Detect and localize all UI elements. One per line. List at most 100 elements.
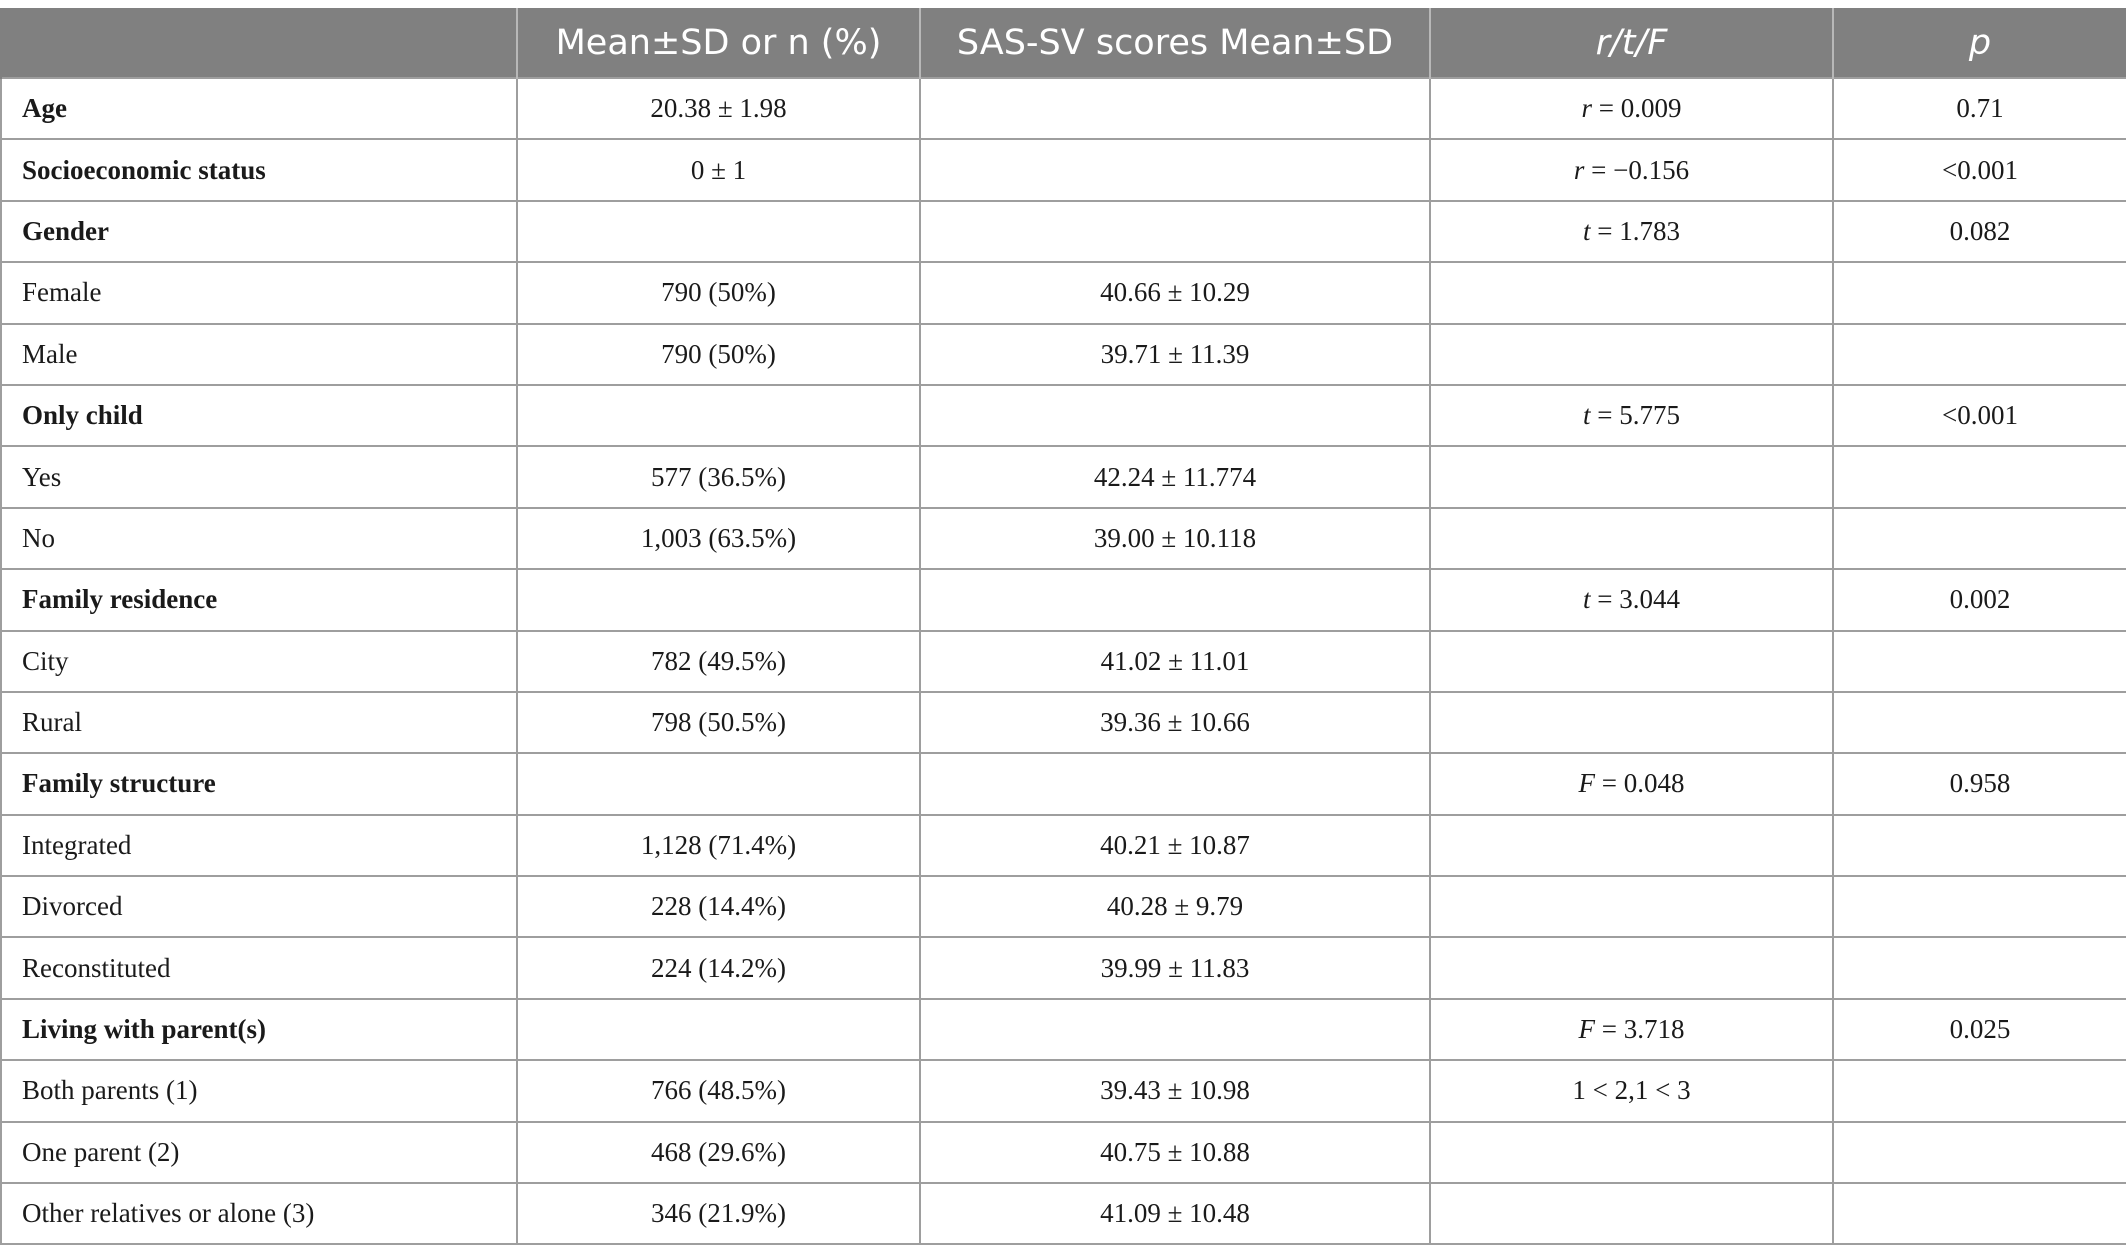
cell-p-value bbox=[1832, 261, 2126, 325]
cell-p-value: 0.958 bbox=[1832, 752, 2126, 816]
cell-mean-sd-n bbox=[516, 383, 921, 448]
cell-p-value: 0.71 bbox=[1832, 76, 2126, 141]
statistic-symbol: F bbox=[1578, 1014, 1596, 1045]
statistic-value: 1 < 2,1 < 3 bbox=[1572, 1075, 1691, 1106]
cell-mean-sd-n: 20.38 ± 1.98 bbox=[516, 76, 921, 141]
cell-test-statistic bbox=[1429, 629, 1834, 693]
table-row: Other relatives or alone (3) 346 (21.9%) 4… bbox=[0, 1182, 2126, 1246]
cell-sas-sv-score: 40.21 ± 10.87 bbox=[919, 813, 1431, 878]
statistic-symbol: t bbox=[1583, 584, 1591, 615]
cell-mean-sd-n: 790 (50%) bbox=[516, 261, 921, 325]
cell-mean-sd-n: 224 (14.2%) bbox=[516, 936, 921, 1000]
table-row: Male 790 (50%) 39.71 ± 11.39 bbox=[0, 322, 2126, 386]
statistic-symbol: t bbox=[1583, 215, 1591, 246]
cell-p-value bbox=[1832, 1059, 2126, 1123]
cell-mean-sd-n: 1,128 (71.4%) bbox=[516, 813, 921, 878]
cell-test-statistic bbox=[1429, 936, 1834, 1000]
table-body: Age 20.38 ± 1.98 r = 0.009 0.71 Socioeconomi… bbox=[0, 76, 2126, 1246]
statistic-value: = 3.044 bbox=[1590, 584, 1680, 615]
cell-test-statistic bbox=[1429, 506, 1834, 571]
cell-mean-sd-n bbox=[516, 199, 921, 264]
row-label: Female bbox=[0, 261, 518, 325]
cell-sas-sv-score: 41.09 ± 10.48 bbox=[919, 1182, 1431, 1246]
row-label: One parent (2) bbox=[0, 1120, 518, 1185]
cell-sas-sv-score: 42.24 ± 11.774 bbox=[919, 445, 1431, 509]
row-label: Reconstituted bbox=[0, 936, 518, 1000]
table-row: Family residence t = 3.044 0.002 bbox=[0, 568, 2126, 632]
cell-mean-sd-n bbox=[516, 752, 921, 816]
row-label: Both parents (1) bbox=[0, 1059, 518, 1123]
cell-p-value bbox=[1832, 875, 2126, 939]
row-label: City bbox=[0, 629, 518, 693]
cell-sas-sv-score bbox=[919, 383, 1431, 448]
header-r-t-f: r/t/F bbox=[1429, 8, 1834, 79]
statistic-value: = 1.783 bbox=[1590, 215, 1680, 246]
cell-mean-sd-n: 766 (48.5%) bbox=[516, 1059, 921, 1123]
row-label: Other relatives or alone (3) bbox=[0, 1182, 518, 1246]
table-row: Female 790 (50%) 40.66 ± 10.29 bbox=[0, 261, 2126, 325]
row-label: Socioeconomic status bbox=[0, 138, 518, 202]
cell-p-value bbox=[1832, 322, 2126, 386]
cell-mean-sd-n: 346 (21.9%) bbox=[516, 1182, 921, 1246]
cell-p-value bbox=[1832, 506, 2126, 571]
cell-test-statistic: t = 1.783 bbox=[1429, 199, 1834, 264]
cell-mean-sd-n: 782 (49.5%) bbox=[516, 629, 921, 693]
cell-sas-sv-score: 39.71 ± 11.39 bbox=[919, 322, 1431, 386]
data-table-container: Mean±SD or n (%) SAS-SV scores Mean±SD r… bbox=[0, 8, 2126, 1246]
header-variable bbox=[0, 8, 518, 79]
cell-sas-sv-score: 41.02 ± 11.01 bbox=[919, 629, 1431, 693]
row-label: No bbox=[0, 506, 518, 571]
demographics-table: Mean±SD or n (%) SAS-SV scores Mean±SD r… bbox=[0, 8, 2126, 1246]
cell-p-value bbox=[1832, 1120, 2126, 1185]
cell-test-statistic: r = −0.156 bbox=[1429, 138, 1834, 202]
cell-test-statistic bbox=[1429, 322, 1834, 386]
table-row: Living with parent(s) F = 3.718 0.025 bbox=[0, 997, 2126, 1062]
table-row: Integrated 1,128 (71.4%) 40.21 ± 10.87 bbox=[0, 813, 2126, 878]
statistic-value: = 3.718 bbox=[1595, 1014, 1685, 1045]
cell-sas-sv-score: 40.28 ± 9.79 bbox=[919, 875, 1431, 939]
cell-p-value: 0.082 bbox=[1832, 199, 2126, 264]
cell-sas-sv-score bbox=[919, 199, 1431, 264]
statistic-symbol: r bbox=[1573, 154, 1585, 185]
cell-test-statistic: F = 3.718 bbox=[1429, 997, 1834, 1062]
cell-mean-sd-n: 0 ± 1 bbox=[516, 138, 921, 202]
cell-mean-sd-n bbox=[516, 997, 921, 1062]
statistic-symbol: F bbox=[1578, 768, 1596, 799]
cell-p-value bbox=[1832, 1182, 2126, 1246]
table-row: Both parents (1) 766 (48.5%) 39.43 ± 10.98… bbox=[0, 1059, 2126, 1123]
cell-p-value bbox=[1832, 813, 2126, 878]
row-label: Divorced bbox=[0, 875, 518, 939]
cell-mean-sd-n: 798 (50.5%) bbox=[516, 690, 921, 755]
cell-test-statistic bbox=[1429, 1120, 1834, 1185]
cell-sas-sv-score bbox=[919, 752, 1431, 816]
header-mean-sd-n: Mean±SD or n (%) bbox=[516, 8, 921, 79]
cell-test-statistic: F = 0.048 bbox=[1429, 752, 1834, 816]
table-header: Mean±SD or n (%) SAS-SV scores Mean±SD r… bbox=[0, 8, 2126, 79]
cell-test-statistic bbox=[1429, 690, 1834, 755]
header-row: Mean±SD or n (%) SAS-SV scores Mean±SD r… bbox=[0, 8, 2126, 79]
table-row: Family structure F = 0.048 0.958 bbox=[0, 752, 2126, 816]
cell-sas-sv-score: 39.99 ± 11.83 bbox=[919, 936, 1431, 1000]
cell-mean-sd-n: 1,003 (63.5%) bbox=[516, 506, 921, 571]
cell-sas-sv-score bbox=[919, 138, 1431, 202]
header-sas-sv-scores: SAS-SV scores Mean±SD bbox=[919, 8, 1431, 79]
table-row: Rural 798 (50.5%) 39.36 ± 10.66 bbox=[0, 690, 2126, 755]
cell-sas-sv-score: 39.36 ± 10.66 bbox=[919, 690, 1431, 755]
cell-test-statistic bbox=[1429, 875, 1834, 939]
cell-test-statistic bbox=[1429, 1182, 1834, 1246]
cell-test-statistic bbox=[1429, 261, 1834, 325]
cell-p-value bbox=[1832, 936, 2126, 1000]
statistic-value: = 0.009 bbox=[1592, 93, 1682, 124]
cell-p-value bbox=[1832, 445, 2126, 509]
cell-test-statistic: 1 < 2,1 < 3 bbox=[1429, 1059, 1834, 1123]
statistic-value: = −0.156 bbox=[1584, 154, 1690, 185]
row-label: Rural bbox=[0, 690, 518, 755]
cell-test-statistic bbox=[1429, 813, 1834, 878]
table-row: One parent (2) 468 (29.6%) 40.75 ± 10.88 bbox=[0, 1120, 2126, 1185]
row-label: Living with parent(s) bbox=[0, 997, 518, 1062]
cell-sas-sv-score: 39.43 ± 10.98 bbox=[919, 1059, 1431, 1123]
cell-mean-sd-n: 468 (29.6%) bbox=[516, 1120, 921, 1185]
cell-sas-sv-score bbox=[919, 568, 1431, 632]
cell-mean-sd-n: 790 (50%) bbox=[516, 322, 921, 386]
